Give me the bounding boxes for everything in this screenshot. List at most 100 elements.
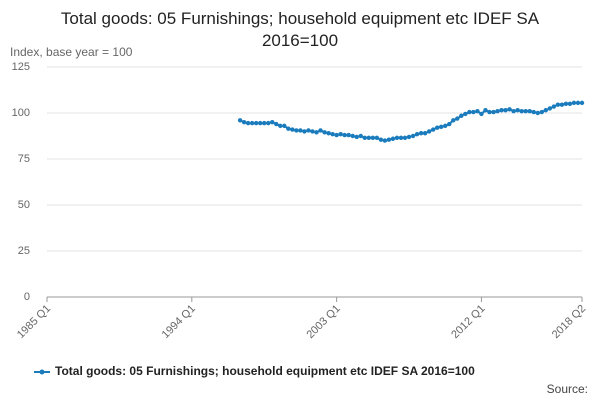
data-point [499, 108, 504, 113]
data-point [559, 102, 565, 107]
data-point [483, 108, 488, 113]
data-point [294, 128, 299, 133]
data-point [318, 128, 323, 133]
data-point [358, 133, 363, 139]
data-point [334, 132, 339, 138]
data-point [306, 128, 311, 133]
series-line [239, 101, 582, 142]
data-point [326, 131, 331, 136]
data-point [535, 110, 540, 116]
data-point [511, 108, 516, 114]
data-point [290, 127, 295, 132]
data-point [527, 108, 532, 114]
data-point [455, 116, 460, 121]
data-point [398, 135, 404, 141]
data-point [310, 129, 315, 134]
data-point [579, 100, 585, 106]
data-point [479, 111, 484, 117]
data-point [374, 135, 380, 141]
data-point [410, 133, 416, 139]
data-point [531, 109, 536, 115]
data-point [422, 131, 428, 136]
data-point [551, 104, 557, 109]
data-point [507, 107, 512, 112]
data-point [370, 135, 376, 141]
y-tick-label: 50 [18, 199, 30, 211]
y-tick-label: 75 [18, 153, 30, 165]
data-point [519, 108, 524, 114]
data-point [354, 134, 359, 140]
data-point [274, 121, 279, 127]
data-point [571, 100, 577, 106]
data-point [563, 101, 569, 107]
chart-title: Total goods: 05 Furnishings; household e… [60, 9, 540, 50]
data-point [414, 131, 420, 137]
data-point [467, 109, 472, 115]
data-point [302, 129, 307, 134]
data-point [378, 137, 384, 142]
data-point [491, 109, 496, 115]
data-point [402, 135, 408, 141]
data-point [515, 108, 520, 113]
data-point [338, 131, 343, 137]
data-point [451, 118, 456, 123]
data-point [253, 120, 259, 126]
y-tick-label: 100 [12, 107, 30, 119]
data-point [249, 120, 255, 126]
data-point [434, 125, 440, 130]
y-tick-label: 125 [12, 61, 30, 73]
y-tick-label: 0 [24, 291, 30, 303]
data-point [406, 134, 412, 140]
data-point [495, 108, 500, 114]
data-point [394, 135, 400, 141]
data-point [418, 131, 424, 136]
data-point [322, 130, 327, 135]
data-point [237, 118, 243, 123]
data-point [270, 120, 275, 125]
data-point [430, 127, 436, 132]
data-point [459, 113, 464, 118]
data-point [286, 126, 291, 131]
data-point [547, 106, 553, 111]
data-point [543, 108, 548, 113]
data-point [382, 138, 388, 143]
data-point [241, 120, 247, 125]
data-point [278, 123, 283, 129]
x-tick-label: 2012 Q1 [449, 303, 487, 341]
data-point [487, 109, 492, 115]
data-point [390, 136, 396, 141]
x-tick-label: 2003 Q1 [304, 303, 342, 341]
data-point [266, 120, 271, 126]
data-point [471, 109, 476, 115]
data-point [567, 101, 573, 107]
x-tick-label: 2018 Q2 [550, 303, 588, 341]
data-point [539, 109, 544, 115]
y-tick-label: 25 [18, 245, 30, 257]
x-tick-label: 1994 Q1 [160, 303, 198, 341]
data-point [342, 132, 347, 138]
data-point [426, 129, 432, 134]
data-point [298, 128, 303, 133]
data-point [447, 121, 452, 127]
y-axis-label: Index, base year = 100 [10, 45, 133, 59]
data-point [439, 124, 444, 129]
data-point [262, 120, 267, 126]
data-point [503, 108, 508, 113]
data-point [330, 131, 335, 137]
data-point [555, 102, 561, 107]
data-point [257, 120, 263, 126]
data-point [245, 120, 251, 126]
data-point [475, 108, 480, 114]
data-point [350, 133, 355, 139]
legend-marker [39, 369, 45, 375]
x-tick-label: 1985 Q1 [15, 303, 53, 341]
data-point [362, 135, 367, 141]
data-point [366, 135, 372, 141]
data-point [523, 108, 528, 114]
data-point [346, 132, 351, 138]
data-point [282, 123, 287, 129]
data-point [386, 137, 392, 142]
data-point [575, 100, 581, 106]
